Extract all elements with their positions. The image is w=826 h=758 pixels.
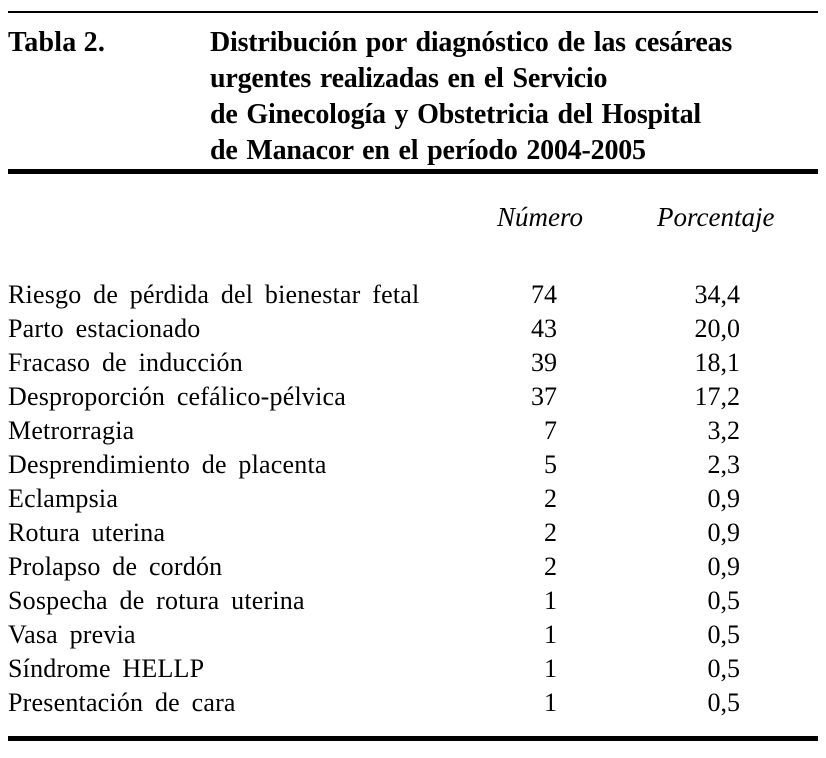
table-label: Tabla 2.	[8, 27, 106, 58]
column-header-numero: Número	[497, 202, 583, 232]
table-title-line: urgentes realizadas en el Servicio	[210, 63, 608, 94]
diagnosis-cell: Vasa previa	[8, 620, 136, 649]
diagnosis-cell: Riesgo de pérdida del bienestar fetal	[8, 280, 420, 309]
porcentaje-cell: 20,0	[694, 314, 741, 343]
header-rule	[8, 169, 818, 174]
table-row: Fracaso de inducción 39 18,1	[8, 346, 818, 380]
numero-cell: 5	[544, 450, 557, 479]
numero-cell: 1	[544, 654, 557, 683]
diagnosis-cell: Eclampsia	[8, 484, 119, 513]
diagnosis-cell: Desprendimiento de placenta	[8, 450, 327, 479]
table-title-line: Distribución por diagnóstico de las cesá…	[210, 27, 733, 58]
numero-cell: 1	[544, 586, 557, 615]
table-title-line: de Ginecología y Obstetricia del Hospita…	[210, 99, 701, 130]
table-title: Distribución por diagnóstico de las cesá…	[210, 25, 818, 169]
diagnosis-cell: Rotura uterina	[8, 518, 166, 547]
table-row: Desprendimiento de placenta 5 2,3	[8, 448, 818, 482]
porcentaje-cell: 0,9	[707, 484, 741, 513]
numero-cell: 1	[544, 688, 557, 717]
porcentaje-cell: 0,5	[707, 620, 741, 649]
table-row: Rotura uterina 2 0,9	[8, 516, 818, 550]
porcentaje-cell: 17,2	[694, 382, 741, 411]
diagnosis-cell: Síndrome HELLP	[8, 654, 205, 683]
numero-cell: 37	[531, 382, 557, 411]
column-header-porcentaje: Porcentaje	[657, 202, 775, 232]
numero-cell: 39	[531, 348, 557, 377]
table-row: Eclampsia 2 0,9	[8, 482, 818, 516]
numero-cell: 2	[544, 552, 557, 581]
table-row: Sospecha de rotura uterina 1 0,5	[8, 584, 818, 618]
porcentaje-cell: 0,5	[707, 688, 741, 717]
diagnosis-cell: Sospecha de rotura uterina	[8, 586, 305, 615]
table-row: Desproporción cefálico-pélvica 37 17,2	[8, 380, 818, 414]
diagnosis-cell: Metrorragia	[8, 416, 135, 445]
diagnosis-cell: Desproporción cefálico-pélvica	[8, 382, 347, 411]
column-headers: Número Porcentaje	[8, 200, 818, 234]
numero-cell: 7	[544, 416, 557, 445]
numero-cell: 2	[544, 518, 557, 547]
top-rule	[8, 11, 818, 13]
numero-cell: 2	[544, 484, 557, 513]
table-row: Parto estacionado 43 20,0	[8, 312, 818, 346]
porcentaje-cell: 3,2	[707, 416, 741, 445]
porcentaje-cell: 0,9	[707, 552, 741, 581]
diagnosis-cell: Parto estacionado	[8, 314, 201, 343]
porcentaje-cell: 0,9	[707, 518, 741, 547]
table-row: Metrorragia 7 3,2	[8, 414, 818, 448]
numero-cell: 74	[531, 280, 557, 309]
table-row: Presentación de cara 1 0,5	[8, 686, 818, 720]
table-title-line: de Manacor en el período 2004-2005	[210, 135, 646, 166]
numero-cell: 1	[544, 620, 557, 649]
diagnosis-cell: Presentación de cara	[8, 688, 236, 717]
table-caption: Tabla 2. Distribución por diagnóstico de…	[8, 13, 818, 169]
porcentaje-cell: 0,5	[707, 654, 741, 683]
table-row: Vasa previa 1 0,5	[8, 618, 818, 652]
porcentaje-cell: 18,1	[694, 348, 741, 377]
numero-cell: 43	[531, 314, 557, 343]
table-body: Riesgo de pérdida del bienestar fetal 74…	[8, 278, 818, 720]
table-row: Riesgo de pérdida del bienestar fetal 74…	[8, 278, 818, 312]
porcentaje-cell: 2,3	[707, 450, 741, 479]
porcentaje-cell: 0,5	[707, 586, 741, 615]
table-row: Prolapso de cordón 2 0,9	[8, 550, 818, 584]
diagnosis-cell: Fracaso de inducción	[8, 348, 243, 377]
porcentaje-cell: 34,4	[694, 280, 741, 309]
diagnosis-cell: Prolapso de cordón	[8, 552, 223, 581]
bottom-rule	[8, 736, 818, 741]
table-row: Síndrome HELLP 1 0,5	[8, 652, 818, 686]
